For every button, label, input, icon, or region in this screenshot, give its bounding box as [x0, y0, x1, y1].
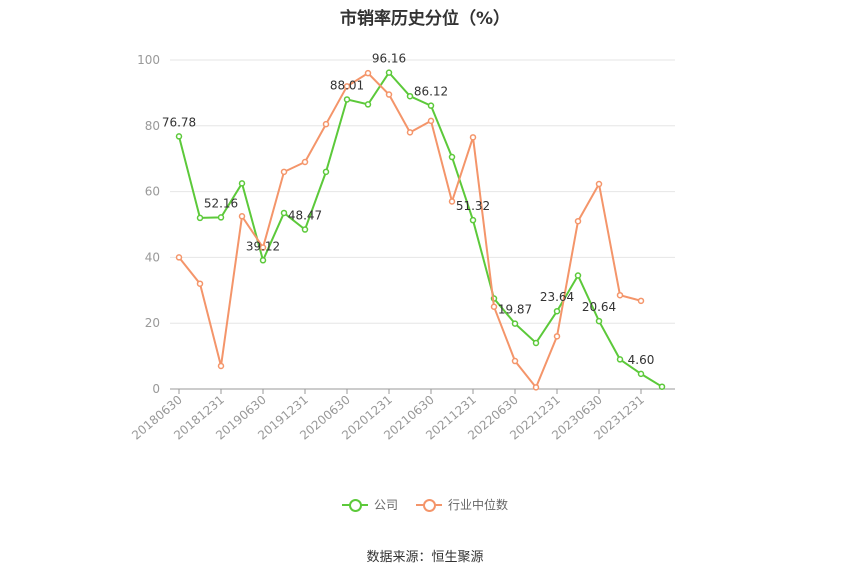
y-tick-label: 20	[145, 316, 160, 330]
data-point[interactable]	[490, 303, 498, 310]
data-point[interactable]	[259, 257, 267, 264]
data-point[interactable]	[595, 180, 603, 188]
data-point[interactable]	[175, 254, 183, 261]
series-line-1	[178, 71, 642, 390]
data-point[interactable]	[280, 209, 288, 217]
y-tick-label: 0	[152, 382, 160, 396]
data-point[interactable]	[301, 226, 309, 233]
data-point[interactable]	[364, 101, 372, 108]
chart-title: 市销率历史分位（%）	[339, 9, 511, 29]
data-label: 51.32	[456, 199, 490, 213]
data-point[interactable]	[637, 370, 645, 378]
data-point[interactable]	[637, 297, 645, 305]
data-label: 96.16	[372, 52, 406, 66]
data-point[interactable]	[616, 291, 624, 299]
data-point[interactable]	[448, 153, 456, 161]
data-point[interactable]	[574, 217, 582, 225]
data-point[interactable]	[322, 120, 330, 128]
data-point[interactable]	[217, 214, 225, 221]
legend-item-company[interactable]: 公司	[341, 496, 398, 513]
data-point[interactable]	[532, 339, 540, 347]
data-point[interactable]	[196, 214, 204, 222]
data-point[interactable]	[322, 168, 330, 176]
data-label: 19.87	[498, 303, 532, 317]
data-label: 48.47	[288, 209, 322, 223]
data-point[interactable]	[217, 362, 225, 370]
data-label: 20.64	[582, 300, 616, 314]
x-axis: 2018063020181231201906302019123120200630…	[129, 389, 647, 443]
data-point[interactable]	[469, 134, 477, 141]
data-point[interactable]	[574, 272, 582, 279]
data-point[interactable]	[175, 133, 183, 140]
data-point[interactable]	[616, 356, 624, 363]
y-tick-label: 60	[145, 185, 160, 199]
legend-company-marker-icon	[341, 498, 368, 512]
data-point[interactable]	[238, 213, 246, 220]
data-point[interactable]	[343, 96, 351, 103]
data-point[interactable]	[448, 198, 456, 205]
data-point[interactable]	[385, 91, 393, 98]
y-tick-label: 100	[137, 53, 160, 67]
data-label: 76.78	[162, 115, 196, 129]
data-point[interactable]	[364, 69, 372, 77]
series-line-0	[178, 70, 663, 388]
data-point[interactable]	[658, 383, 666, 390]
data-label: 88.01	[330, 78, 364, 92]
legend-industry-marker-icon	[416, 498, 442, 512]
data-label: 86.12	[414, 85, 448, 99]
data-point[interactable]	[385, 69, 393, 76]
series-lines	[175, 69, 666, 391]
y-tick-label: 40	[145, 250, 160, 264]
data-point[interactable]	[343, 83, 351, 90]
data-point[interactable]	[595, 317, 603, 325]
legend-industry-label: 行业中位数	[448, 498, 509, 512]
data-point[interactable]	[301, 158, 309, 166]
data-label: 4.60	[628, 353, 655, 367]
data-point[interactable]	[259, 244, 267, 251]
data-point[interactable]	[553, 333, 561, 340]
data-point[interactable]	[427, 117, 435, 125]
data-point[interactable]	[406, 92, 414, 100]
y-axis-ticks: 0 20 40 60 80 100	[137, 53, 160, 396]
data-label: 39.12	[246, 239, 280, 253]
data-point[interactable]	[553, 307, 561, 315]
data-source: 数据来源：恒生聚源	[366, 550, 484, 565]
data-point[interactable]	[196, 280, 204, 287]
data-point[interactable]	[427, 102, 435, 109]
data-point[interactable]	[406, 129, 414, 136]
data-point[interactable]	[280, 168, 288, 176]
y-tick-label: 80	[145, 119, 160, 133]
data-label: 23.64	[540, 290, 574, 304]
data-point[interactable]	[532, 384, 540, 391]
grid-lines	[170, 59, 675, 390]
data-point[interactable]	[511, 320, 519, 327]
data-point[interactable]	[469, 216, 477, 224]
data-label: 52.16	[204, 196, 238, 210]
data-point[interactable]	[511, 357, 519, 365]
legend-company-label: 公司	[373, 498, 398, 512]
legend: 公司 行业中位数	[0, 496, 850, 513]
data-point[interactable]	[238, 180, 246, 187]
data-labels: 76.78 52.16 39.12 48.47 88.01 96.16 86.12 51.32…	[162, 52, 655, 367]
legend-item-industry-median[interactable]: 行业中位数	[416, 496, 508, 513]
